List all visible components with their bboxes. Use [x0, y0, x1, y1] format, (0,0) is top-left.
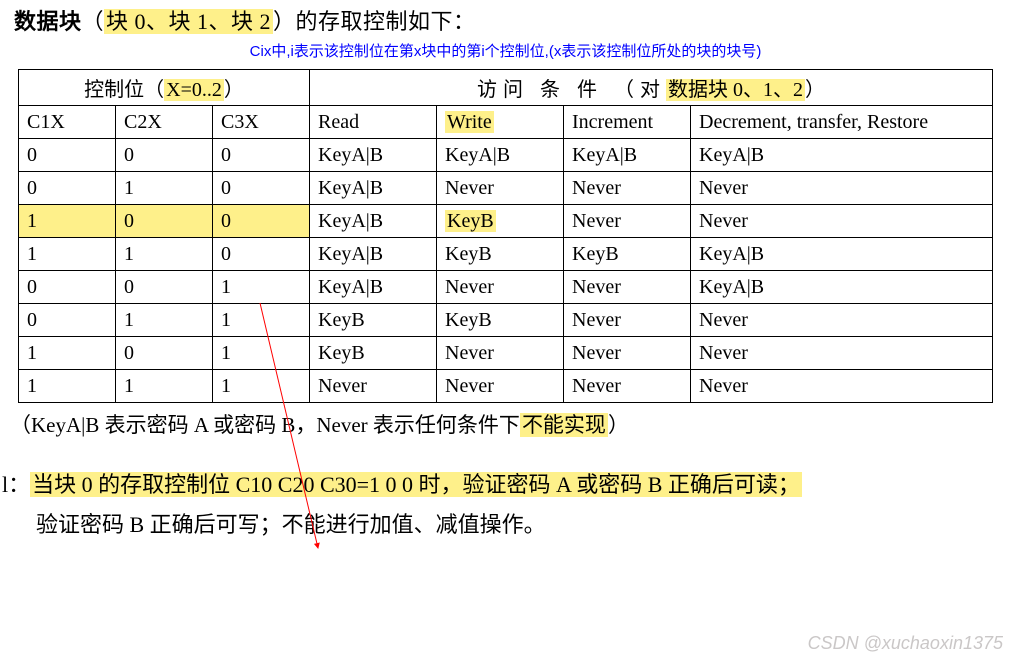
table-cell: 0 [116, 205, 213, 238]
table-cell: 0 [213, 172, 310, 205]
table-cell: KeyA|B [691, 271, 993, 304]
col-c3x: C3X [213, 106, 310, 139]
table-row: 000KeyA|BKeyA|BKeyA|BKeyA|B [19, 139, 993, 172]
table-cell: KeyA|B [564, 139, 691, 172]
table-row: 101KeyBNeverNeverNever [19, 337, 993, 370]
example-line-1: l：当块 0 的存取控制位 C10 C20 C30=1 0 0 时，验证密码 A… [0, 467, 1011, 499]
header-control-bits: 控制位（X=0..2） [19, 70, 310, 106]
table-cell: Never [437, 172, 564, 205]
table-cell: 0 [19, 304, 116, 337]
col-c2x: C2X [116, 106, 213, 139]
table-cell: 1 [116, 370, 213, 403]
table-cell: KeyB [564, 238, 691, 271]
table-cell: 1 [19, 205, 116, 238]
table-cell: KeyA|B [437, 139, 564, 172]
table-cell: Never [691, 304, 993, 337]
table-cell: Never [691, 172, 993, 205]
table-cell: 1 [213, 337, 310, 370]
legend-hl: 不能实现 [520, 413, 608, 437]
table-cell: KeyB [437, 205, 564, 238]
table-cell: KeyA|B [310, 205, 437, 238]
table-cell: 0 [116, 337, 213, 370]
header-xrange: X=0..2 [164, 79, 224, 101]
table-cell: KeyA|B [310, 172, 437, 205]
table-cell: Never [564, 271, 691, 304]
table-cell: 1 [213, 370, 310, 403]
table-row: 111NeverNeverNeverNever [19, 370, 993, 403]
table-cell: 0 [19, 139, 116, 172]
table-cell: Never [564, 205, 691, 238]
title-bold: 数据块 [14, 9, 82, 34]
title-highlight: 块 0、块 1、块 2 [104, 9, 273, 34]
table-cell: 0 [213, 238, 310, 271]
table-cell: Never [437, 337, 564, 370]
header-row-1: 控制位（X=0..2） 访问 条 件 （对数据块 0、1、2） [19, 70, 993, 106]
table-cell: 1 [213, 271, 310, 304]
legend: （KeyA|B 表示密码 A 或密码 B，Never 表示任何条件下不能实现） [0, 409, 1011, 439]
example-hl: 当块 0 的存取控制位 C10 C20 C30=1 0 0 时，验证密码 A 或… [30, 472, 802, 497]
col-increment: Increment [564, 106, 691, 139]
table-cell: 0 [116, 271, 213, 304]
table-cell: Never [691, 337, 993, 370]
table-cell: KeyA|B [691, 238, 993, 271]
table-row: 110KeyA|BKeyBKeyBKeyA|B [19, 238, 993, 271]
col-c1x: C1X [19, 106, 116, 139]
table-cell: Never [564, 370, 691, 403]
cell-highlight: KeyB [445, 210, 496, 232]
table-cell: Never [564, 337, 691, 370]
col-write: Write [437, 106, 564, 139]
col-write-hl: Write [445, 111, 494, 133]
example-line-2: 验证密码 B 正确后可写；不能进行加值、减值操作。 [0, 507, 1011, 539]
table-cell: KeyB [437, 238, 564, 271]
section-title: 数据块（块 0、块 1、块 2）的存取控制如下： [0, 0, 1011, 36]
table-cell: Never [310, 370, 437, 403]
table-row: 100KeyA|BKeyBNeverNever [19, 205, 993, 238]
table-cell: Never [437, 370, 564, 403]
table-cell: Never [691, 370, 993, 403]
col-dtr: Decrement, transfer, Restore [691, 106, 993, 139]
header-datablock: 数据块 0、1、2 [666, 79, 805, 101]
header-row-2: C1X C2X C3X Read Write Increment Decreme… [19, 106, 993, 139]
table-cell: 0 [213, 139, 310, 172]
col-read: Read [310, 106, 437, 139]
table-row: 011KeyBKeyBNeverNever [19, 304, 993, 337]
header-access-cond: 访问 条 件 （对数据块 0、1、2） [310, 70, 993, 106]
table-cell: KeyB [310, 304, 437, 337]
table-cell: Never [691, 205, 993, 238]
table-cell: 1 [19, 238, 116, 271]
table-cell: KeyA|B [310, 238, 437, 271]
sub-note: Cix中,i表示该控制位在第x块中的第i个控制位,(x表示该控制位所处的块的块号… [0, 40, 1011, 61]
table-cell: Never [564, 304, 691, 337]
table-cell: KeyB [310, 337, 437, 370]
table-cell: KeyA|B [310, 271, 437, 304]
table-cell: 0 [19, 172, 116, 205]
table-cell: 0 [213, 205, 310, 238]
table-cell: 1 [213, 304, 310, 337]
table-cell: 0 [116, 139, 213, 172]
table-cell: KeyA|B [310, 139, 437, 172]
table-cell: 1 [19, 337, 116, 370]
access-table: 控制位（X=0..2） 访问 条 件 （对数据块 0、1、2） C1X C2X … [18, 69, 993, 403]
table-row: 010KeyA|BNeverNeverNever [19, 172, 993, 205]
table-cell: Never [437, 271, 564, 304]
table-cell: Never [564, 172, 691, 205]
table-cell: 0 [19, 271, 116, 304]
watermark: CSDN @xuchaoxin1375 [808, 633, 1003, 654]
table-cell: KeyB [437, 304, 564, 337]
table-cell: 1 [116, 238, 213, 271]
table-cell: 1 [116, 304, 213, 337]
table-cell: 1 [19, 370, 116, 403]
table-row: 001KeyA|BNeverNeverKeyA|B [19, 271, 993, 304]
table-cell: 1 [116, 172, 213, 205]
table-cell: KeyA|B [691, 139, 993, 172]
